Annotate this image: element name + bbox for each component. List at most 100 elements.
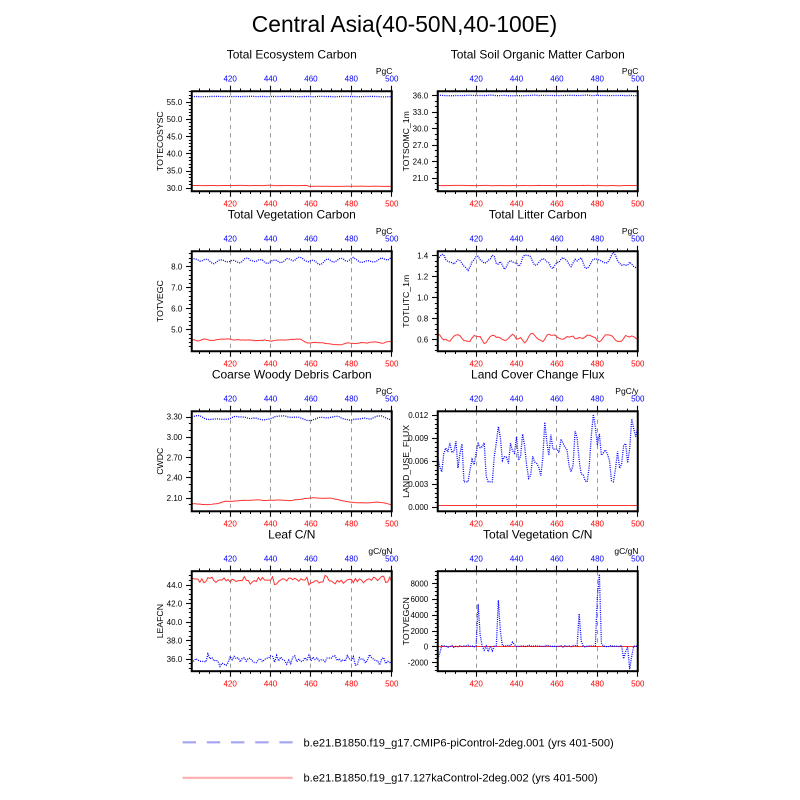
svg-text:44.0: 44.0	[167, 581, 183, 590]
svg-text:440: 440	[510, 74, 524, 83]
svg-text:420: 420	[469, 74, 483, 83]
svg-text:1.2: 1.2	[417, 273, 429, 282]
svg-text:420: 420	[223, 520, 237, 529]
svg-text:420: 420	[469, 359, 483, 368]
svg-text:TOTVEGCN: TOTVEGCN	[401, 597, 411, 645]
svg-text:460: 460	[550, 679, 564, 688]
svg-text:440: 440	[264, 554, 278, 563]
svg-text:440: 440	[510, 394, 524, 403]
svg-text:50.0: 50.0	[167, 115, 183, 124]
svg-text:45.0: 45.0	[167, 132, 183, 141]
svg-text:480: 480	[345, 199, 359, 208]
svg-text:440: 440	[264, 234, 278, 243]
svg-text:Total Soil Organic Matter Carb: Total Soil Organic Matter Carbon	[451, 48, 625, 62]
svg-text:Total Vegetation C/N: Total Vegetation C/N	[483, 528, 592, 542]
svg-text:500: 500	[631, 520, 645, 529]
svg-text:440: 440	[264, 359, 278, 368]
svg-text:4000: 4000	[410, 611, 428, 620]
svg-text:460: 460	[550, 394, 564, 403]
svg-text:460: 460	[550, 74, 564, 83]
svg-text:480: 480	[345, 520, 359, 529]
svg-text:500: 500	[631, 679, 645, 688]
svg-text:460: 460	[550, 554, 564, 563]
svg-text:420: 420	[223, 199, 237, 208]
svg-text:2000: 2000	[410, 627, 428, 636]
svg-text:500: 500	[385, 199, 399, 208]
svg-text:6.0: 6.0	[171, 305, 183, 314]
svg-text:480: 480	[591, 554, 605, 563]
svg-text:0.8: 0.8	[417, 315, 429, 324]
svg-text:33.0: 33.0	[413, 108, 429, 117]
svg-text:0.6: 0.6	[417, 336, 429, 345]
svg-text:2.70: 2.70	[167, 453, 183, 462]
svg-text:440: 440	[264, 74, 278, 83]
svg-text:440: 440	[264, 679, 278, 688]
svg-text:420: 420	[223, 679, 237, 688]
svg-text:480: 480	[345, 359, 359, 368]
svg-text:500: 500	[385, 359, 399, 368]
svg-text:500: 500	[631, 359, 645, 368]
svg-text:0.003: 0.003	[408, 480, 429, 489]
svg-text:460: 460	[304, 394, 318, 403]
svg-text:TOTLITC_1m: TOTLITC_1m	[401, 275, 411, 328]
svg-text:460: 460	[304, 234, 318, 243]
svg-text:3.00: 3.00	[167, 433, 183, 442]
svg-text:500: 500	[385, 520, 399, 529]
svg-text:480: 480	[345, 554, 359, 563]
svg-text:Central Asia(40-50N,40-100E): Central Asia(40-50N,40-100E)	[252, 11, 557, 37]
svg-text:35.0: 35.0	[167, 167, 183, 176]
svg-text:Leaf C/N: Leaf C/N	[268, 528, 315, 542]
svg-text:480: 480	[591, 359, 605, 368]
svg-text:440: 440	[510, 520, 524, 529]
svg-text:24.0: 24.0	[413, 158, 429, 167]
svg-text:440: 440	[510, 554, 524, 563]
svg-text:PgC: PgC	[622, 226, 639, 236]
svg-text:0.006: 0.006	[408, 457, 429, 466]
svg-text:TOTVEGC: TOTVEGC	[155, 280, 165, 322]
svg-text:440: 440	[510, 199, 524, 208]
svg-text:TOTSOMC_1m: TOTSOMC_1m	[401, 111, 411, 171]
svg-text:500: 500	[631, 199, 645, 208]
svg-text:420: 420	[223, 359, 237, 368]
svg-text:440: 440	[264, 199, 278, 208]
svg-text:TOTECOSYSC: TOTECOSYSC	[155, 111, 165, 171]
svg-text:gC/gN: gC/gN	[368, 546, 392, 556]
svg-text:460: 460	[550, 359, 564, 368]
svg-text:420: 420	[223, 74, 237, 83]
svg-text:420: 420	[223, 234, 237, 243]
svg-text:36.0: 36.0	[413, 92, 429, 101]
svg-text:7.0: 7.0	[171, 283, 183, 292]
svg-text:2.10: 2.10	[167, 494, 183, 503]
svg-text:Land Cover Change Flux: Land Cover Change Flux	[471, 368, 604, 382]
svg-text:440: 440	[264, 394, 278, 403]
svg-text:PgC: PgC	[376, 66, 393, 76]
svg-text:PgC: PgC	[376, 386, 393, 396]
svg-text:440: 440	[510, 359, 524, 368]
svg-text:1.4: 1.4	[417, 252, 429, 261]
svg-text:30.0: 30.0	[167, 184, 183, 193]
svg-text:460: 460	[304, 199, 318, 208]
svg-text:8000: 8000	[410, 579, 428, 588]
svg-text:500: 500	[385, 554, 399, 563]
svg-text:420: 420	[223, 554, 237, 563]
svg-text:480: 480	[591, 74, 605, 83]
svg-text:6000: 6000	[410, 595, 428, 604]
svg-text:-2000: -2000	[408, 658, 429, 667]
svg-text:480: 480	[345, 234, 359, 243]
svg-text:PgC: PgC	[622, 66, 639, 76]
svg-text:42.0: 42.0	[167, 599, 183, 608]
svg-text:36.0: 36.0	[167, 655, 183, 664]
svg-text:500: 500	[385, 679, 399, 688]
svg-text:420: 420	[469, 520, 483, 529]
svg-text:480: 480	[345, 74, 359, 83]
svg-text:480: 480	[591, 679, 605, 688]
svg-text:55.0: 55.0	[167, 98, 183, 107]
svg-text:480: 480	[591, 199, 605, 208]
svg-text:500: 500	[631, 554, 645, 563]
svg-text:460: 460	[550, 520, 564, 529]
svg-text:500: 500	[385, 234, 399, 243]
svg-text:460: 460	[550, 234, 564, 243]
svg-text:b.e21.B1850.f19_g17.CMIP6-piCo: b.e21.B1850.f19_g17.CMIP6-piControl-2deg…	[304, 737, 614, 749]
svg-text:0: 0	[424, 643, 429, 652]
svg-text:500: 500	[631, 394, 645, 403]
